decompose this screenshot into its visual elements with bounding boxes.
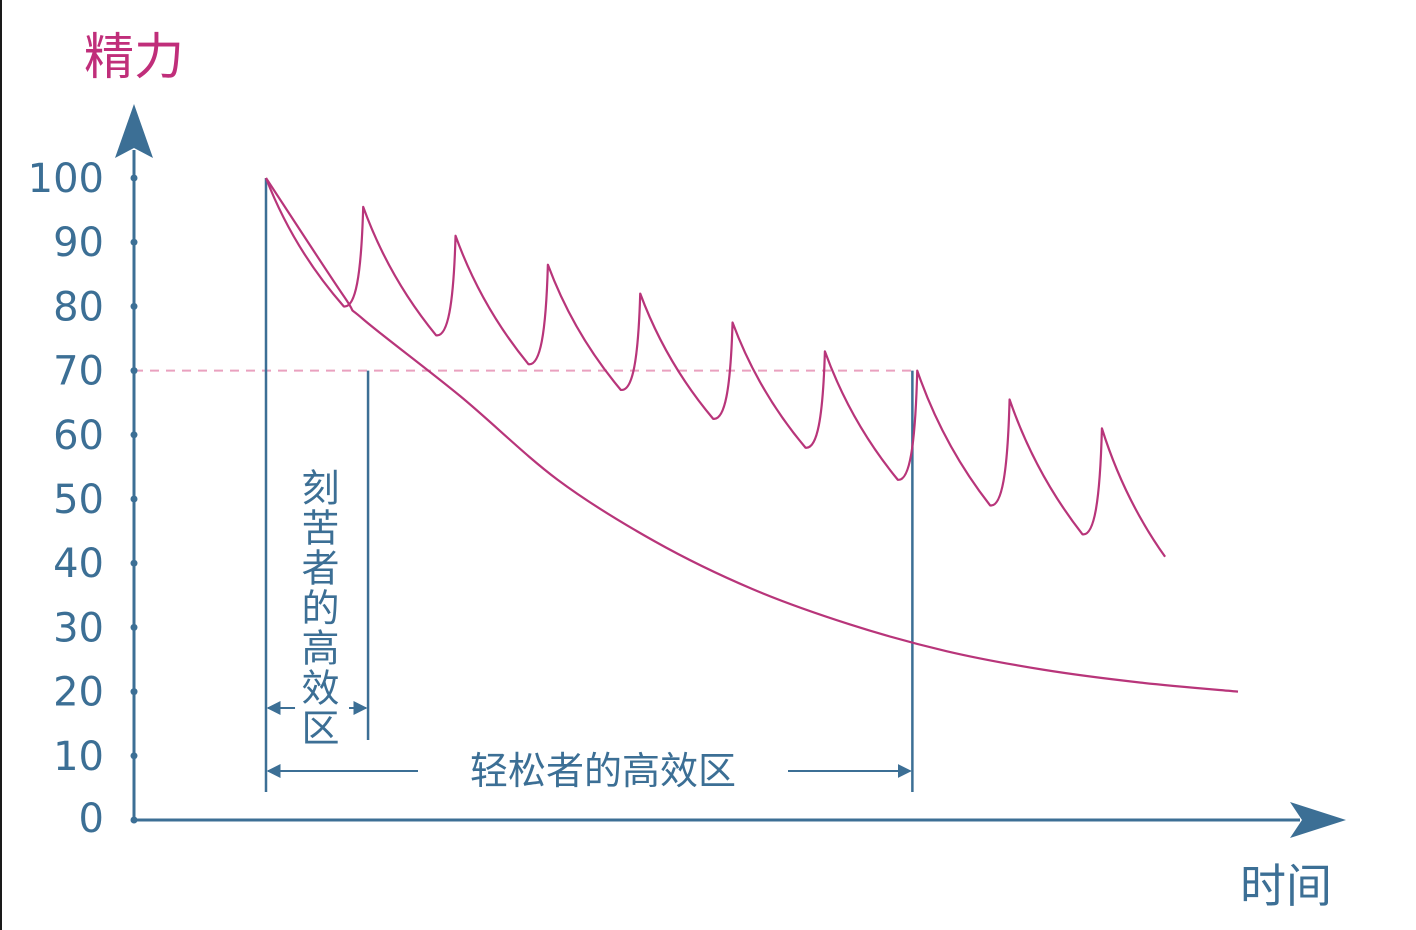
y-tick-dot (130, 752, 138, 760)
y-tick-label: 10 (53, 734, 104, 780)
y-tick-dot (130, 495, 138, 503)
y-tick-dot (130, 367, 138, 375)
y-tick-label: 60 (53, 413, 104, 459)
y-tick-dot (130, 623, 138, 631)
y-tick-dot (130, 559, 138, 567)
y-tick-dot (130, 302, 138, 310)
y-ticks: 0 10 20 30 40 50 60 70 80 90 100 (28, 156, 138, 842)
left-border (0, 0, 2, 930)
y-tick-label: 80 (53, 284, 104, 330)
x-axis-title: 时间 (1240, 859, 1332, 913)
y-tick-label: 100 (28, 156, 104, 202)
y-tick-dot (130, 238, 138, 246)
relaxed-zone-label: 轻松者的高效区 (470, 749, 736, 793)
y-tick-label: 90 (53, 220, 104, 266)
y-tick-dot (130, 816, 138, 824)
y-tick-dot (130, 688, 138, 696)
y-tick-label: 70 (53, 349, 104, 395)
y-tick-label: 20 (53, 670, 104, 716)
curve-continuous-decay (265, 177, 1239, 693)
y-axis-arrow-icon (115, 104, 153, 158)
hard-zone-label: 刻苦者的高效区 (295, 468, 339, 748)
x-axis-arrow-icon (1290, 802, 1346, 838)
y-tick-dot (130, 431, 138, 439)
y-tick-dot (130, 174, 138, 182)
y-tick-label: 30 (53, 605, 104, 651)
y-tick-label: 40 (53, 541, 104, 587)
y-tick-label: 50 (53, 477, 104, 523)
curve-with-rest-recovery (264, 177, 1166, 558)
curves (264, 177, 1239, 693)
y-tick-label: 0 (79, 796, 104, 842)
y-axis-title: 精力 (84, 28, 184, 86)
